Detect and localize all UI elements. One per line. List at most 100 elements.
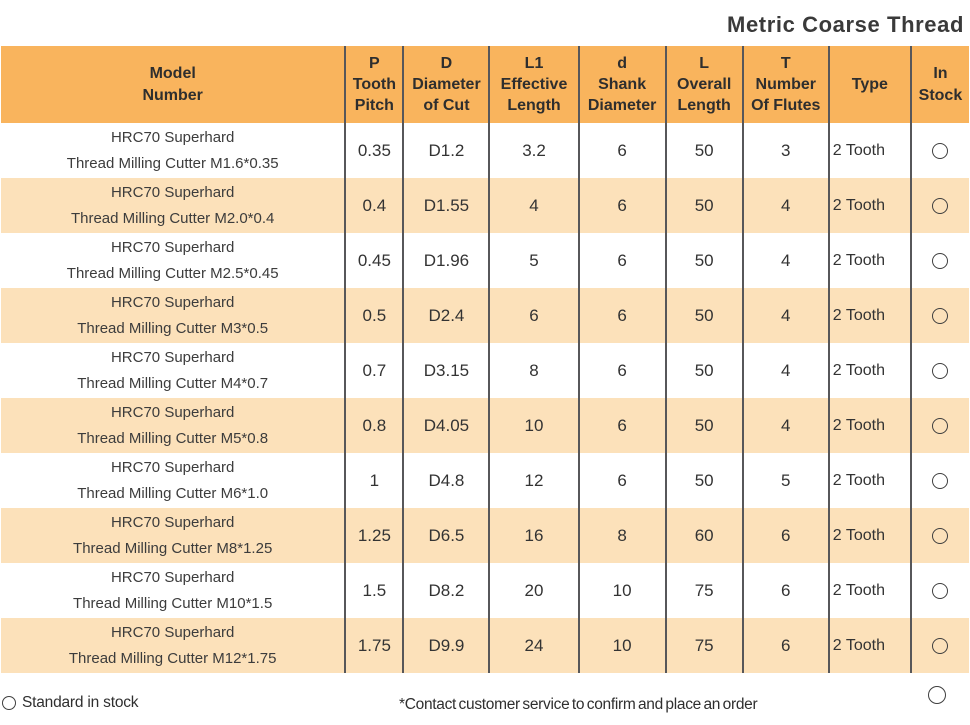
pitch-cell: 0.4	[344, 178, 404, 233]
shank-cell: 10	[577, 618, 666, 673]
flutes-cell: 4	[741, 288, 829, 343]
table-row: HRC70 Superhard Thread Milling Cutter M2.…	[1, 233, 969, 288]
in-stock-circle-icon	[932, 198, 949, 215]
column-header-shank: d Shank Diameter	[577, 46, 666, 123]
in-stock-circle-icon	[932, 473, 949, 490]
diameter-cell: D1.2	[402, 123, 490, 178]
column-header-line: P	[369, 54, 380, 72]
shank-cell: 6	[577, 398, 666, 453]
diameter-cell: D6.5	[402, 508, 490, 563]
in-stock-cell	[909, 288, 969, 343]
shank-cell: 6	[577, 178, 666, 233]
column-header-line: Tooth	[352, 75, 396, 93]
model-number-line: HRC70 Superhard	[110, 183, 235, 201]
column-header-line: of Cut	[423, 97, 470, 115]
model-number-line: HRC70 Superhard	[110, 128, 235, 146]
l1-cell: 10	[488, 398, 579, 453]
in-stock-circle-icon	[932, 583, 949, 600]
in-stock-circle-icon	[932, 528, 949, 545]
l1-cell: 8	[488, 343, 579, 398]
pitch-cell: 1.5	[344, 563, 404, 618]
column-header-line: Effective	[500, 75, 568, 93]
column-header-line: Stock	[918, 86, 963, 104]
type-cell: 2 Tooth	[827, 343, 911, 398]
model-number-line: Thread Milling Cutter M8*1.25	[73, 539, 273, 557]
model-number-line: Thread Milling Cutter M3*0.5	[77, 319, 269, 337]
column-header-line: Diameter	[587, 97, 657, 115]
column-header-line: In	[933, 65, 948, 83]
flutes-cell: 6	[741, 618, 829, 673]
pitch-cell: 0.35	[344, 123, 404, 178]
model-number-cell: HRC70 Superhard Thread Milling Cutter M3*…	[1, 288, 345, 343]
in-stock-cell	[909, 343, 969, 398]
column-header-pitch: P Tooth Pitch	[344, 46, 404, 123]
model-number-line: Thread Milling Cutter M6*1.0	[77, 484, 269, 502]
model-number-line: HRC70 Superhard	[110, 568, 235, 586]
column-header-line: Length	[507, 97, 561, 115]
column-header-line: d	[617, 54, 627, 72]
overall-cell: 75	[664, 563, 743, 618]
table-row: HRC70 Superhard Thread Milling Cutter M4*…	[1, 343, 969, 398]
overall-cell: 75	[664, 618, 743, 673]
table-row: HRC70 Superhard Thread Milling Cutter M12…	[1, 618, 969, 673]
model-number-line: HRC70 Superhard	[110, 513, 235, 531]
stock-legend-label: Standard in stock	[22, 694, 139, 711]
footer-circle	[928, 686, 946, 704]
model-number-line: HRC70 Superhard	[110, 348, 235, 366]
type-cell: 2 Tooth	[827, 398, 911, 453]
type-cell: 2 Tooth	[827, 563, 911, 618]
table-header: Model Number P Tooth Pitch D Diameter of Cut L1 E…	[1, 46, 969, 123]
diameter-cell: D3.15	[402, 343, 490, 398]
model-number-line: HRC70 Superhard	[110, 238, 235, 256]
model-number-cell: HRC70 Superhard Thread Milling Cutter M12…	[1, 618, 345, 673]
in-stock-cell	[909, 398, 969, 453]
flutes-cell: 4	[741, 178, 829, 233]
footer-note: *Contact customer service to confirm and…	[399, 696, 758, 713]
model-number-line: Thread Milling Cutter M1.6*0.35	[66, 154, 279, 172]
pitch-cell: 0.8	[344, 398, 404, 453]
spec-table: Model Number P Tooth Pitch D Diameter of Cut L1 E…	[1, 46, 969, 673]
column-header-line: Type	[851, 75, 888, 93]
column-header-diameter: D Diameter of Cut	[402, 46, 490, 123]
model-number-line: Thread Milling Cutter M10*1.5	[73, 594, 273, 612]
column-header-stock: In Stock	[909, 46, 969, 123]
overall-cell: 50	[664, 453, 743, 508]
model-number-cell: HRC70 Superhard Thread Milling Cutter M6*…	[1, 453, 345, 508]
diameter-cell: D9.9	[402, 618, 490, 673]
flutes-cell: 3	[741, 123, 829, 178]
in-stock-cell	[909, 123, 969, 178]
flutes-cell: 4	[741, 398, 829, 453]
pitch-cell: 1	[344, 453, 404, 508]
shank-cell: 6	[577, 453, 666, 508]
pitch-cell: 1.75	[344, 618, 404, 673]
l1-cell: 4	[488, 178, 579, 233]
flutes-cell: 4	[741, 233, 829, 288]
diameter-cell: D4.05	[402, 398, 490, 453]
in-stock-circle-icon	[932, 143, 949, 160]
column-header-line: L1	[524, 54, 544, 72]
flutes-cell: 6	[741, 508, 829, 563]
in-stock-circle-icon	[928, 686, 946, 704]
in-stock-circle-icon	[932, 638, 949, 655]
column-header-line: L	[699, 54, 710, 72]
flutes-cell: 5	[741, 453, 829, 508]
model-number-line: Thread Milling Cutter M12*1.75	[68, 649, 277, 667]
diameter-cell: D4.8	[402, 453, 490, 508]
in-stock-cell	[909, 178, 969, 233]
model-number-line: HRC70 Superhard	[110, 403, 235, 421]
flutes-cell: 4	[741, 343, 829, 398]
pitch-cell: 0.7	[344, 343, 404, 398]
column-header-line: Number	[755, 75, 816, 93]
shank-cell: 6	[577, 233, 666, 288]
type-cell: 2 Tooth	[827, 123, 911, 178]
model-number-cell: HRC70 Superhard Thread Milling Cutter M1.…	[1, 123, 345, 178]
column-header-l1: L1 Effective Length	[488, 46, 579, 123]
column-header-line: Overall	[677, 75, 732, 93]
shank-cell: 6	[577, 343, 666, 398]
table-row: HRC70 Superhard Thread Milling Cutter M10…	[1, 563, 969, 618]
column-header-flutes: T Number Of Flutes	[741, 46, 829, 123]
model-number-line: Thread Milling Cutter M2.0*0.4	[70, 209, 275, 227]
l1-cell: 3.2	[488, 123, 579, 178]
header-row: Model Number P Tooth Pitch D Diameter of Cut L1 E…	[1, 46, 969, 123]
